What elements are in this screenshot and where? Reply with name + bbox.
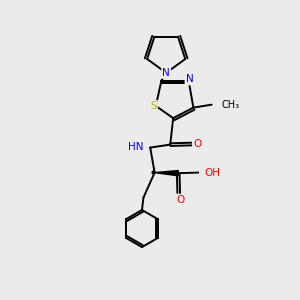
Text: CH₃: CH₃ bbox=[221, 100, 239, 110]
Text: O: O bbox=[193, 139, 201, 149]
Text: S: S bbox=[150, 101, 157, 111]
Text: OH: OH bbox=[205, 168, 221, 178]
Text: HN: HN bbox=[128, 142, 144, 152]
Text: N: N bbox=[162, 68, 170, 78]
Text: N: N bbox=[186, 74, 194, 84]
Polygon shape bbox=[154, 170, 178, 176]
Text: O: O bbox=[176, 195, 184, 205]
